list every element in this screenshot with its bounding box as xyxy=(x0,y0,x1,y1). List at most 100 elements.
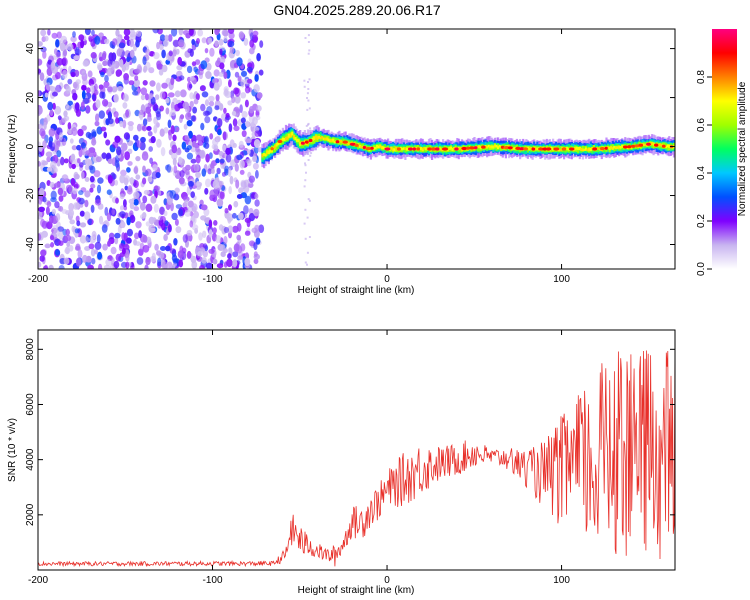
noise-blob xyxy=(197,68,204,76)
noise-blob xyxy=(38,233,42,241)
ridge-segment xyxy=(479,146,482,150)
noise-blob xyxy=(211,168,215,174)
noise-blob xyxy=(201,91,209,98)
noise-blob xyxy=(67,43,74,51)
noise-blob xyxy=(142,195,148,204)
noise-blob xyxy=(136,30,142,37)
snr-x-tick-label: 100 xyxy=(553,575,570,586)
noise-blob xyxy=(101,52,107,61)
noise-blob xyxy=(208,248,215,254)
noise-speck xyxy=(308,199,311,202)
ridge-segment xyxy=(652,142,655,146)
noise-blob xyxy=(105,258,112,266)
noise-blob xyxy=(189,48,194,57)
noise-blob xyxy=(152,164,158,171)
noise-blob xyxy=(126,216,131,226)
noise-blob xyxy=(240,70,248,77)
noise-blob xyxy=(165,97,170,104)
noise-blob xyxy=(111,208,116,215)
noise-blob xyxy=(135,39,140,48)
noise-blob xyxy=(74,203,81,209)
noise-speck xyxy=(307,52,310,55)
noise-blob xyxy=(149,157,154,164)
noise-blob xyxy=(218,71,225,77)
noise-blob xyxy=(167,92,175,98)
ridge-segment xyxy=(420,147,423,151)
spectrogram-y-tick-label: 20 xyxy=(25,92,36,104)
noise-blob xyxy=(148,146,153,152)
noise-blob xyxy=(159,91,166,100)
noise-blob xyxy=(107,175,113,184)
ridge-segment xyxy=(614,146,617,150)
noise-blob xyxy=(111,86,118,93)
noise-blob xyxy=(91,29,95,36)
ridge-segment xyxy=(580,147,583,151)
noise-speck xyxy=(303,185,306,188)
ridge-peak xyxy=(500,145,505,149)
noise-blob xyxy=(55,51,61,58)
ridge-segment xyxy=(652,142,655,149)
spectrogram-frame xyxy=(37,28,676,270)
noise-blob xyxy=(63,110,68,118)
noise-blob xyxy=(98,263,103,269)
noise-blob xyxy=(127,121,134,127)
noise-blob xyxy=(44,92,49,98)
ridge-segment xyxy=(319,137,322,140)
noise-blob xyxy=(145,221,151,227)
noise-blob xyxy=(79,235,87,244)
noise-blob xyxy=(94,35,101,45)
noise-blob xyxy=(97,251,103,260)
noise-blob xyxy=(199,264,205,269)
noise-blob xyxy=(115,69,123,77)
noise-blob xyxy=(133,78,141,88)
noise-blob xyxy=(179,114,185,120)
noise-blob xyxy=(98,84,104,90)
noise-blob xyxy=(141,125,147,132)
noise-blob xyxy=(63,158,69,164)
ridge-segment xyxy=(512,147,515,150)
noise-blob xyxy=(228,31,235,40)
noise-speck xyxy=(308,78,311,81)
noise-blob xyxy=(186,65,193,74)
noise-speck xyxy=(304,261,307,264)
ridge-segment xyxy=(333,137,336,144)
noise-blob xyxy=(240,181,247,189)
ridge-segment xyxy=(330,139,333,142)
noise-blob xyxy=(138,109,144,116)
spectrogram-x-ticks: -200 -100 0 100 xyxy=(28,29,570,285)
noise-blob xyxy=(53,182,61,188)
ridge-segment xyxy=(591,146,594,150)
noise-blob xyxy=(172,258,179,264)
ridge-segment xyxy=(263,152,266,160)
ridge-segment xyxy=(404,147,407,150)
noise-blob xyxy=(76,144,82,151)
ridge-segment xyxy=(297,139,300,143)
noise-blob xyxy=(248,207,254,215)
ridge-segment xyxy=(376,145,379,148)
noise-blob xyxy=(186,229,193,236)
noise-blob xyxy=(204,48,209,54)
ridge-peak xyxy=(542,147,548,151)
noise-blob xyxy=(134,232,140,240)
ridge-segment xyxy=(581,148,584,151)
noise-blob xyxy=(69,138,74,144)
noise-blob xyxy=(191,134,197,144)
noise-blob xyxy=(209,47,215,57)
noise-blob xyxy=(236,234,241,241)
noise-blob xyxy=(57,226,64,232)
noise-blob xyxy=(38,198,43,205)
noise-blob xyxy=(81,84,87,91)
ridge-segment xyxy=(261,153,264,158)
ridge-segment xyxy=(574,147,577,151)
noise-blob xyxy=(102,243,108,251)
noise-blob xyxy=(213,82,220,91)
noise-blob xyxy=(199,149,206,159)
ridge-segment xyxy=(619,146,622,149)
noise-blob xyxy=(136,257,144,265)
noise-blob xyxy=(46,167,53,172)
noise-blob xyxy=(178,29,184,36)
ridge-segment xyxy=(528,147,531,151)
noise-blob xyxy=(187,180,195,187)
noise-speck xyxy=(303,79,306,82)
noise-speck xyxy=(303,222,306,225)
